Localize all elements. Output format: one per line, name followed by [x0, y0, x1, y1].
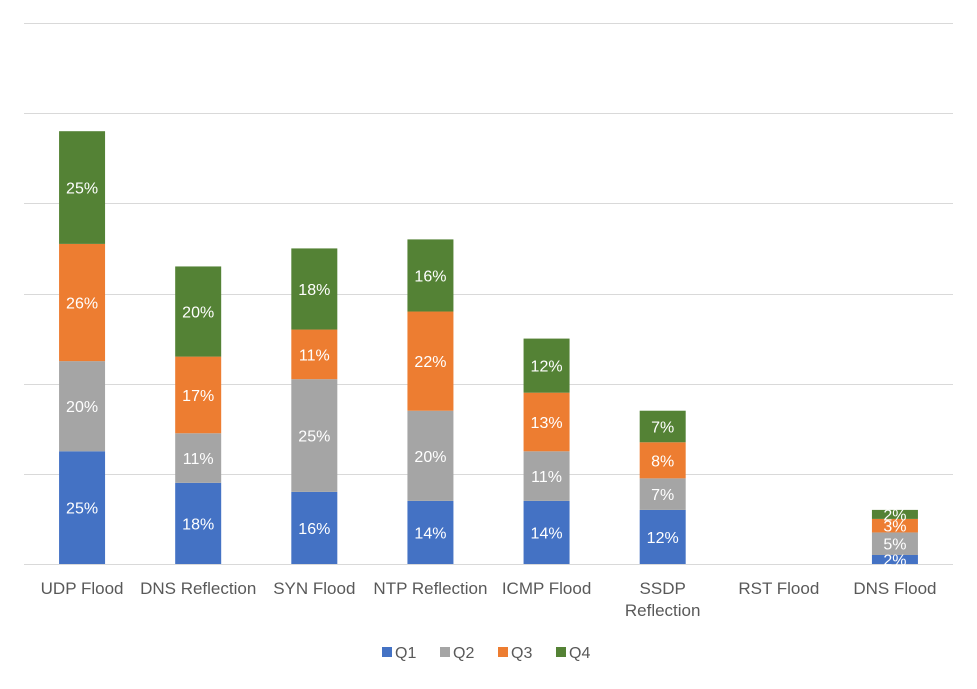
bar-segment-q1 [871, 554, 918, 564]
bar-segment-q1 [291, 491, 338, 564]
bar-segment-q4 [871, 509, 918, 519]
data-label: 25% [66, 501, 98, 518]
category-label: DNS Flood [853, 579, 936, 598]
legend: Q1 Q2 Q3 Q4 [382, 645, 590, 662]
data-label: 18% [298, 282, 330, 299]
data-label: 7% [651, 487, 674, 504]
bar-segment-q3 [523, 392, 570, 452]
data-label: 16% [298, 521, 330, 538]
bar-segment-q3 [871, 518, 918, 533]
legend-label: Q4 [569, 645, 590, 662]
data-label: 11% [299, 347, 330, 364]
gridlines [24, 23, 953, 565]
data-label: 17% [182, 388, 214, 405]
data-label: 11% [183, 451, 214, 468]
data-label: 5% [883, 537, 906, 554]
category-labels: UDP Flood DNS Reflection SYN Flood NTP Refl… [41, 579, 937, 620]
bar-segment-q3 [407, 311, 454, 411]
category-label: DNS Reflection [140, 579, 256, 598]
bar-segment-q1 [639, 509, 686, 564]
bar-segment-q1 [523, 500, 570, 564]
bar-segment-q2 [871, 532, 918, 555]
bar-segment-q3 [175, 356, 222, 434]
bar-segment-q2 [639, 478, 686, 510]
bar-segment-q4 [59, 131, 106, 244]
category-label: SSDP Reflection [625, 579, 701, 620]
data-labels: 25% 20% 26% 25% 18% 11% 17% 20% 16% 25% 11% 18% 14% 2… [66, 181, 906, 570]
data-label: 11% [531, 469, 562, 486]
data-label: 20% [414, 449, 446, 466]
category-label: ICMP Flood [502, 579, 591, 598]
bar-segment-q4 [523, 338, 570, 393]
bar-segment-q4 [407, 239, 454, 312]
legend-swatch [556, 647, 566, 657]
data-label: 14% [531, 525, 563, 542]
bars [59, 131, 918, 564]
data-label: 12% [531, 359, 563, 376]
data-label: 25% [66, 181, 98, 198]
legend-label: Q3 [511, 645, 532, 662]
legend-swatch [498, 647, 508, 657]
bar-segment-q3 [59, 243, 106, 362]
bar-segment-q2 [291, 379, 338, 492]
bar-segment-q2 [175, 433, 222, 483]
category-label: RST Flood [738, 579, 819, 598]
data-label: 16% [414, 268, 446, 285]
data-label: 22% [414, 354, 446, 371]
data-label: 7% [651, 419, 674, 436]
bar-segment-q3 [291, 329, 338, 380]
data-label: 13% [531, 415, 563, 432]
legend-label: Q1 [395, 645, 416, 662]
bar-segment-q1 [59, 451, 106, 564]
bar-segment-q4 [639, 410, 686, 443]
data-label: 3% [883, 519, 906, 536]
category-label: SYN Flood [273, 579, 355, 598]
bar-segment-q4 [291, 248, 338, 330]
legend-swatch [440, 647, 450, 657]
bar-segment-q4 [175, 266, 222, 357]
data-label: 18% [182, 516, 214, 533]
data-label: 2% [883, 507, 906, 524]
data-label: 20% [66, 399, 98, 416]
data-label: 12% [647, 530, 679, 547]
legend-label: Q2 [453, 645, 474, 662]
bar-segment-q1 [407, 500, 454, 564]
data-label: 14% [414, 525, 446, 542]
data-label: 2% [883, 552, 906, 569]
data-label: 26% [66, 296, 98, 313]
bar-segment-q1 [175, 482, 222, 564]
bar-segment-q2 [523, 451, 570, 501]
bar-segment-q3 [639, 442, 686, 479]
data-label: 20% [182, 305, 214, 322]
bar-segment-q2 [407, 410, 454, 501]
legend-swatch [382, 647, 392, 657]
bar-segment-q2 [59, 361, 106, 452]
category-label: NTP Reflection [373, 579, 487, 598]
data-label: 8% [651, 453, 674, 470]
category-label: UDP Flood [41, 579, 124, 598]
data-label: 25% [298, 429, 330, 446]
